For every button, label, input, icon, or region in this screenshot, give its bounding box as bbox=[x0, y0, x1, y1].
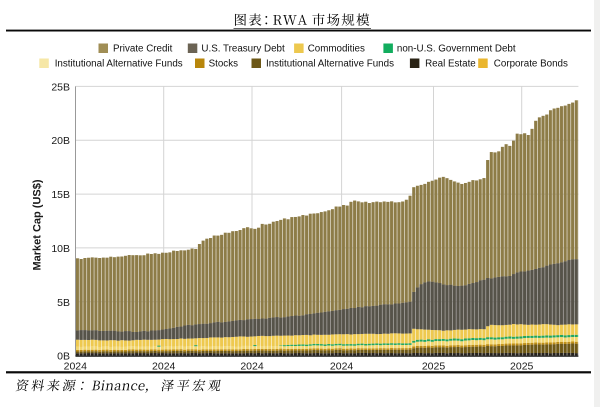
svg-text:10B: 10B bbox=[51, 243, 70, 255]
svg-text:Corporate Bonds: Corporate Bonds bbox=[494, 59, 568, 70]
svg-text:Stocks: Stocks bbox=[209, 59, 239, 70]
svg-text:0B: 0B bbox=[57, 351, 70, 363]
svg-text:non-U.S. Government Debt: non-U.S. Government Debt bbox=[397, 44, 516, 55]
svg-text:U.S. Treasury Debt: U.S. Treasury Debt bbox=[201, 44, 285, 55]
svg-text:25B: 25B bbox=[51, 81, 70, 93]
svg-text:Real Estate: Real Estate bbox=[425, 59, 476, 70]
svg-text:2024: 2024 bbox=[330, 361, 354, 373]
svg-text:Market Cap (US$): Market Cap (US$) bbox=[32, 179, 44, 270]
svg-text:5B: 5B bbox=[57, 297, 70, 309]
svg-text:15B: 15B bbox=[51, 189, 70, 201]
svg-text:Institutional Alternative Fund: Institutional Alternative Funds bbox=[266, 59, 394, 70]
svg-text:Institutional Alternative Fund: Institutional Alternative Funds bbox=[55, 59, 183, 70]
svg-text:Private Credit: Private Credit bbox=[113, 44, 173, 55]
svg-text:2025: 2025 bbox=[422, 361, 446, 373]
svg-text:20B: 20B bbox=[51, 135, 70, 147]
svg-text:2024: 2024 bbox=[64, 361, 88, 373]
svg-text:2024: 2024 bbox=[240, 361, 264, 373]
svg-text:2024: 2024 bbox=[152, 361, 176, 373]
svg-text:2025: 2025 bbox=[510, 361, 534, 373]
svg-text:Commodities: Commodities bbox=[308, 44, 365, 55]
